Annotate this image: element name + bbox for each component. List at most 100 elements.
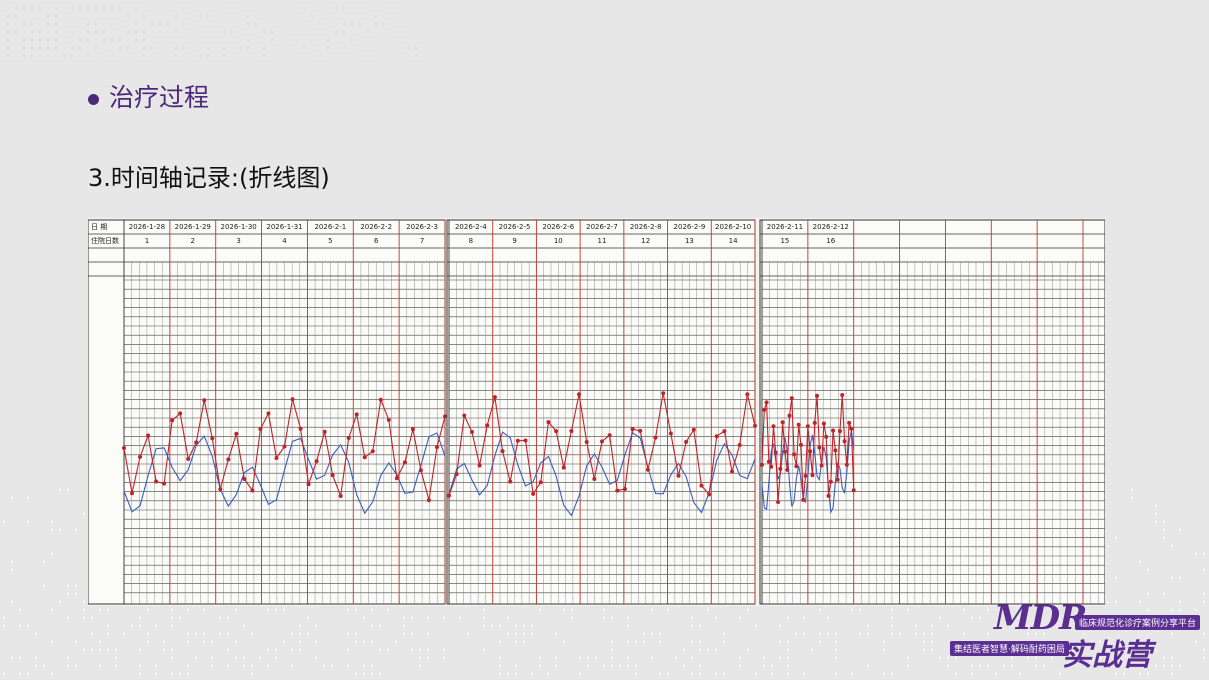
dot [611,657,613,659]
trace-dot [531,492,535,496]
dot [459,617,461,619]
dot [163,641,165,643]
dot [491,625,493,627]
dot [787,657,789,659]
dot [851,673,853,675]
trace-dot [347,436,351,440]
dot [87,55,90,58]
dot [1163,665,1165,667]
dot [23,23,26,26]
dot [67,617,69,619]
dot [1011,657,1013,659]
dot [187,609,189,611]
dot [467,633,469,635]
dot [611,649,613,651]
dot [515,665,517,667]
dot [43,561,45,563]
dot [443,649,445,651]
trace-dot [283,445,287,449]
hospital-day: 2 [191,237,195,245]
dot [19,609,21,611]
dot [699,649,701,651]
dot [83,649,85,651]
dot [835,633,837,635]
trace-dot [379,398,383,402]
dot [883,641,885,643]
dot [139,673,141,675]
dot [787,673,789,675]
dot [1203,569,1205,571]
dot [71,47,74,50]
dot [39,7,42,10]
dot [947,665,949,667]
dot [611,665,613,667]
dot [227,665,229,667]
trace-dot [524,439,528,443]
dot [651,657,653,659]
dot [111,55,114,58]
hospital-day: 7 [420,237,424,245]
dot [355,673,357,675]
temperature-chart-photo: 日 期住院日数2026-1-2812026-1-2922026-1-303202… [88,218,1105,606]
dot [803,617,805,619]
dot [779,625,781,627]
dot [987,609,989,611]
dot [111,39,114,42]
dot [627,625,629,627]
dot [979,617,981,619]
dot [579,657,581,659]
dot [315,641,317,643]
dot [371,609,373,611]
trace-dot [783,450,787,454]
trace-dot [554,429,558,433]
dot [11,601,13,603]
dot [627,657,629,659]
dot [247,39,250,42]
trace-dot [817,446,821,450]
dot [87,31,90,34]
dot [555,657,557,659]
dot [515,641,517,643]
dot [135,7,138,10]
trace-dot [646,468,650,472]
dot [155,665,157,667]
dot [55,23,58,26]
dot [347,665,349,667]
trace-dot [226,457,230,461]
dot [691,641,693,643]
dot [51,641,53,643]
dot [963,633,965,635]
dot [347,633,349,635]
dot [1051,657,1053,659]
dot [595,657,597,659]
dot [1107,545,1109,547]
dot [1195,553,1197,555]
trace-dot [307,482,311,486]
dot [1171,577,1173,579]
dot [99,665,101,667]
dot [1179,577,1181,579]
dot [1179,529,1181,531]
trace-dot [677,474,681,478]
trace-dot [799,443,803,447]
dot [747,649,749,651]
dot [499,673,501,675]
date: 2026-2-11 [767,223,803,231]
dot [787,665,789,667]
dot [427,649,429,651]
dot [363,673,365,675]
dot [359,7,362,10]
trace-dot [822,422,826,426]
dot [311,15,314,18]
dot [223,47,226,50]
dot [31,55,34,58]
dot [675,657,677,659]
dot [787,649,789,651]
trace-dot [274,456,278,460]
dot [1203,593,1205,595]
dot [311,39,314,42]
dot [627,617,629,619]
dot [803,673,805,675]
dot [143,39,146,42]
dot [135,31,138,34]
